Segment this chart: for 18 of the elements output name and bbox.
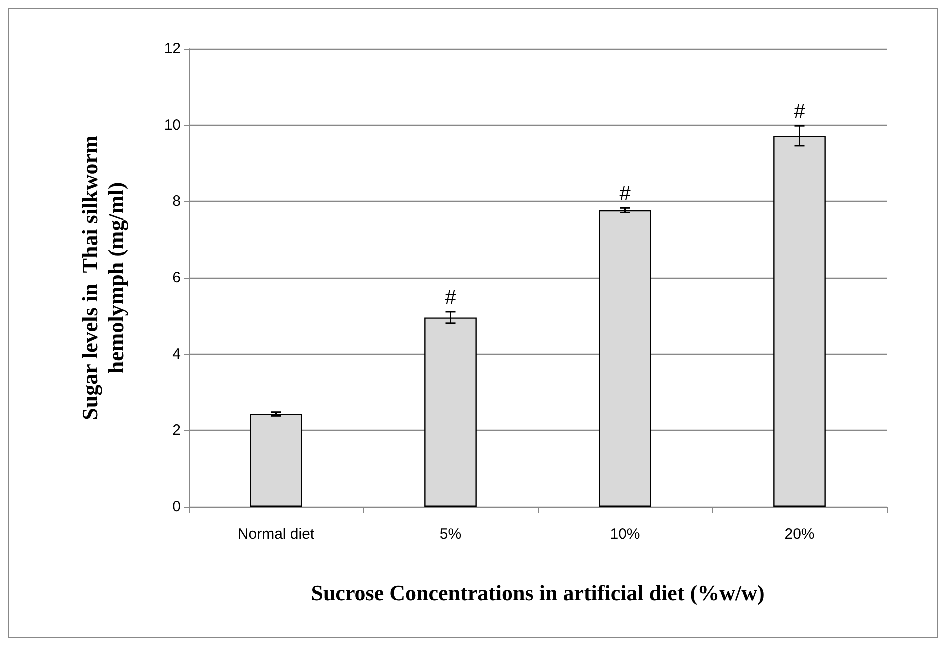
y-tick-label: 4 <box>172 346 181 363</box>
data-label: # <box>445 286 458 309</box>
x-tick-label: 20% <box>784 526 815 543</box>
y-tick-label: 12 <box>164 40 181 58</box>
data-label: # <box>620 183 632 206</box>
bar <box>599 210 652 507</box>
y-tick-label: 6 <box>172 270 181 286</box>
y-tick-label: 10 <box>164 116 181 134</box>
x-axis-title: Sucrose Concentrations in artificial diet (%w/w) <box>311 580 765 606</box>
y-tick-label: 8 <box>172 193 181 210</box>
y-tick-label: 0 <box>172 498 181 516</box>
x-tick-label: Normal diet <box>238 526 316 543</box>
x-tick-label: 5% <box>440 526 462 543</box>
x-tick-label: 10% <box>610 526 640 543</box>
y-axis-title: Sugar levels in Thai silkworm hemolymph (mg/ml) <box>78 136 128 420</box>
data-label: # <box>794 101 806 124</box>
y-tick-label: 2 <box>172 422 181 440</box>
bar <box>250 414 302 507</box>
